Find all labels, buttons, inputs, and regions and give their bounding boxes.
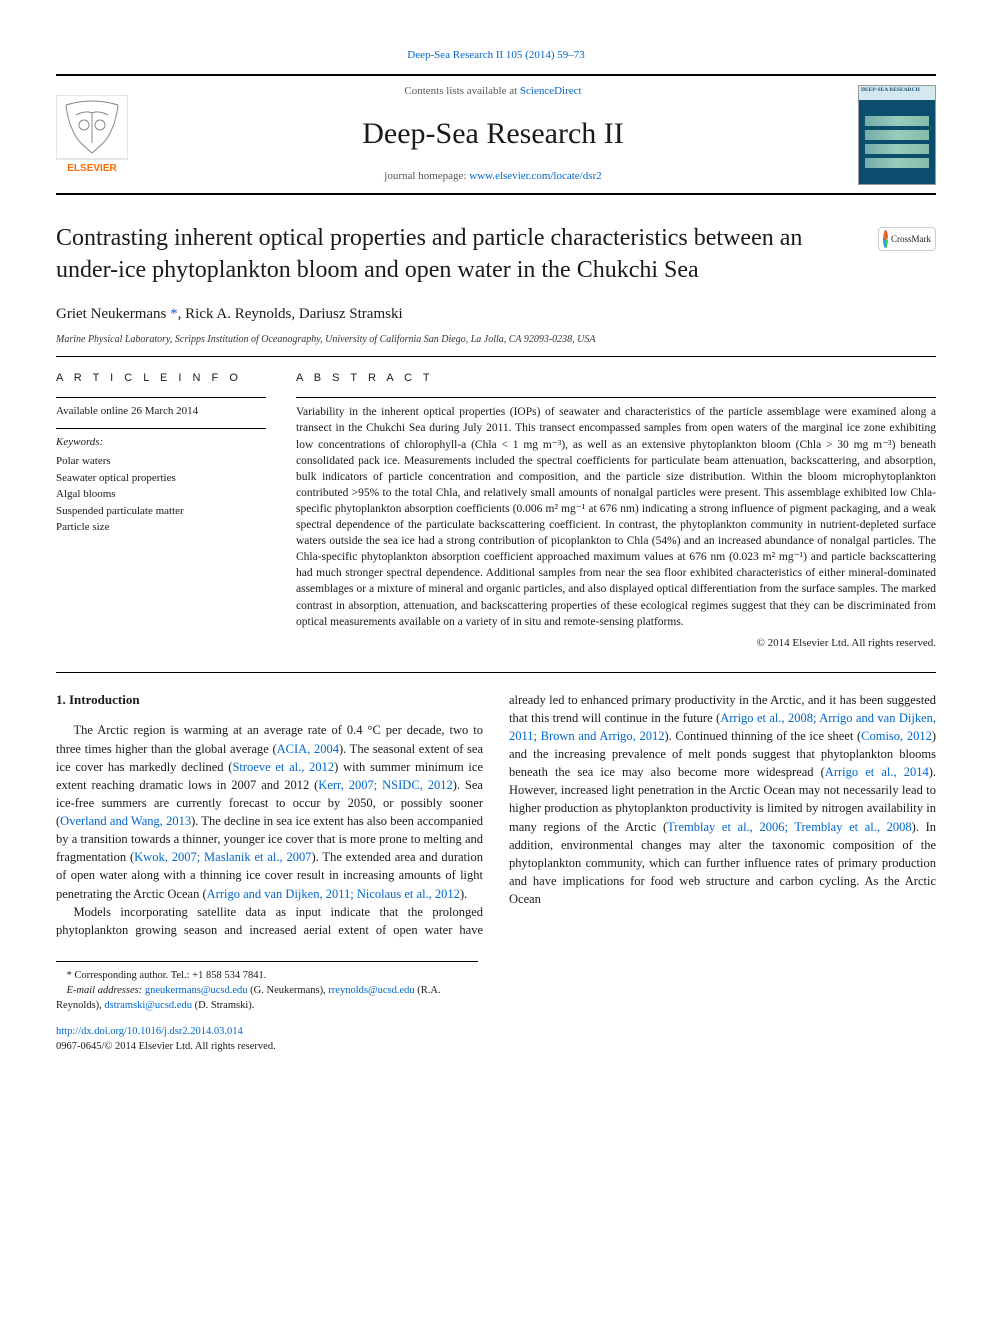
corresponding-author-note: * Corresponding author. Tel.: +1 858 534… [56, 968, 478, 983]
article-title: Contrasting inherent optical properties … [56, 223, 858, 285]
elsevier-logo: ELSEVIER [56, 95, 128, 175]
article-info-panel: A R T I C L E I N F O Available online 2… [56, 371, 266, 651]
divider [56, 672, 936, 673]
abstract-label: A B S T R A C T [296, 371, 936, 387]
crossmark-label: CrossMark [891, 233, 931, 246]
bottom-info: http://dx.doi.org/10.1016/j.dsr2.2014.03… [56, 1024, 936, 1054]
homepage-prefix: journal homepage: [384, 170, 469, 182]
contents-available-line: Contents lists available at ScienceDirec… [142, 84, 844, 100]
section-heading: 1. Introduction [56, 691, 483, 710]
keywords-list: Polar waters Seawater optical properties… [56, 453, 266, 536]
elsevier-text: ELSEVIER [67, 163, 117, 174]
keyword-item: Suspended particulate matter [56, 503, 266, 520]
journal-reference-link[interactable]: Deep-Sea Research II 105 (2014) 59–73 [56, 48, 936, 64]
journal-ref-text[interactable]: Deep-Sea Research II 105 (2014) 59–73 [407, 49, 584, 61]
section-number: 1. [56, 692, 66, 707]
issn-copyright: 0967-0645/© 2014 Elsevier Ltd. All right… [56, 1039, 936, 1054]
article-info-label: A R T I C L E I N F O [56, 371, 266, 387]
divider [56, 397, 266, 398]
journal-header: ELSEVIER Contents lists available at Sci… [56, 74, 936, 195]
keywords-label: Keywords: [56, 435, 266, 451]
keyword-item: Algal blooms [56, 486, 266, 503]
crossmark-icon [883, 230, 888, 248]
body-paragraph: The Arctic region is warming at an avera… [56, 721, 483, 902]
homepage-line: journal homepage: www.elsevier.com/locat… [142, 169, 844, 185]
divider [56, 428, 266, 429]
email-label: E-mail addresses: [67, 985, 145, 996]
authors-line: Griet Neukermans *, Rick A. Reynolds, Da… [56, 304, 936, 326]
sciencedirect-link[interactable]: ScienceDirect [520, 85, 582, 97]
doi-link[interactable]: http://dx.doi.org/10.1016/j.dsr2.2014.03… [56, 1026, 243, 1037]
header-center: Contents lists available at ScienceDirec… [142, 84, 844, 185]
email-addresses: E-mail addresses: gneukermans@ucsd.edu (… [56, 983, 478, 1013]
journal-name: Deep-Sea Research II [142, 112, 844, 156]
abstract-panel: A B S T R A C T Variability in the inher… [296, 371, 936, 651]
divider [296, 397, 936, 398]
cover-title: DEEP-SEA RESEARCH [861, 87, 920, 95]
section-title: Introduction [69, 692, 140, 707]
abstract-copyright: © 2014 Elsevier Ltd. All rights reserved… [296, 636, 936, 652]
journal-cover-thumbnail: DEEP-SEA RESEARCH [858, 85, 936, 185]
divider [56, 356, 936, 357]
footnotes: * Corresponding author. Tel.: +1 858 534… [56, 961, 478, 1014]
contents-prefix: Contents lists available at [404, 85, 519, 97]
body-columns: 1. Introduction The Arctic region is war… [56, 691, 936, 939]
keyword-item: Seawater optical properties [56, 470, 266, 487]
affiliation: Marine Physical Laboratory, Scripps Inst… [56, 333, 936, 346]
available-online: Available online 26 March 2014 [56, 404, 266, 420]
crossmark-badge[interactable]: CrossMark [878, 227, 936, 251]
keyword-item: Polar waters [56, 453, 266, 470]
keyword-item: Particle size [56, 519, 266, 536]
homepage-link[interactable]: www.elsevier.com/locate/dsr2 [469, 170, 601, 182]
abstract-text: Variability in the inherent optical prop… [296, 404, 936, 629]
